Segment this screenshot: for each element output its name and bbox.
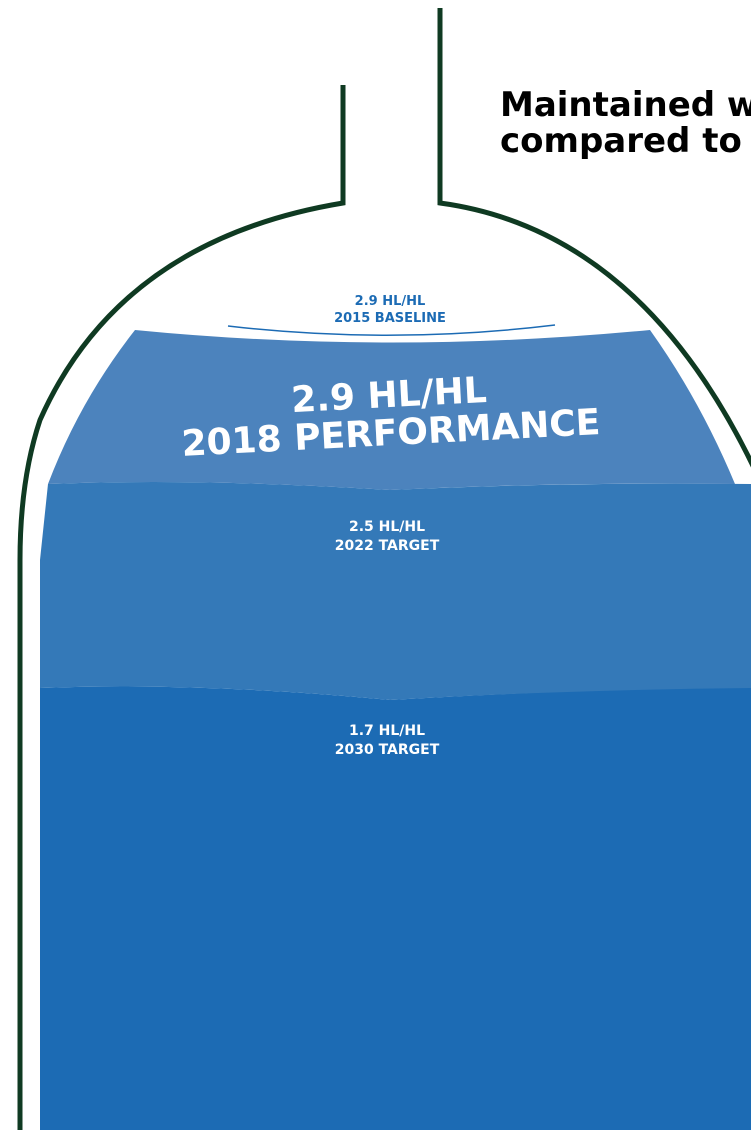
level-label: 2022 TARGET <box>335 538 440 554</box>
level-value: 1.7 HL/HL <box>349 723 425 739</box>
baseline-line <box>228 325 555 335</box>
infographic: Maintained w compared to 2.9 HL/HL 2015 … <box>0 0 751 1130</box>
layer-2022 <box>40 482 751 700</box>
level-label: 2030 TARGET <box>335 742 440 758</box>
level-value: 2.9 HL/HL <box>355 294 426 309</box>
heading-line: compared to <box>500 121 742 161</box>
level-value: 2.5 HL/HL <box>349 519 425 535</box>
heading-line: Maintained w <box>500 85 751 125</box>
level-label: 2015 BASELINE <box>334 311 446 326</box>
